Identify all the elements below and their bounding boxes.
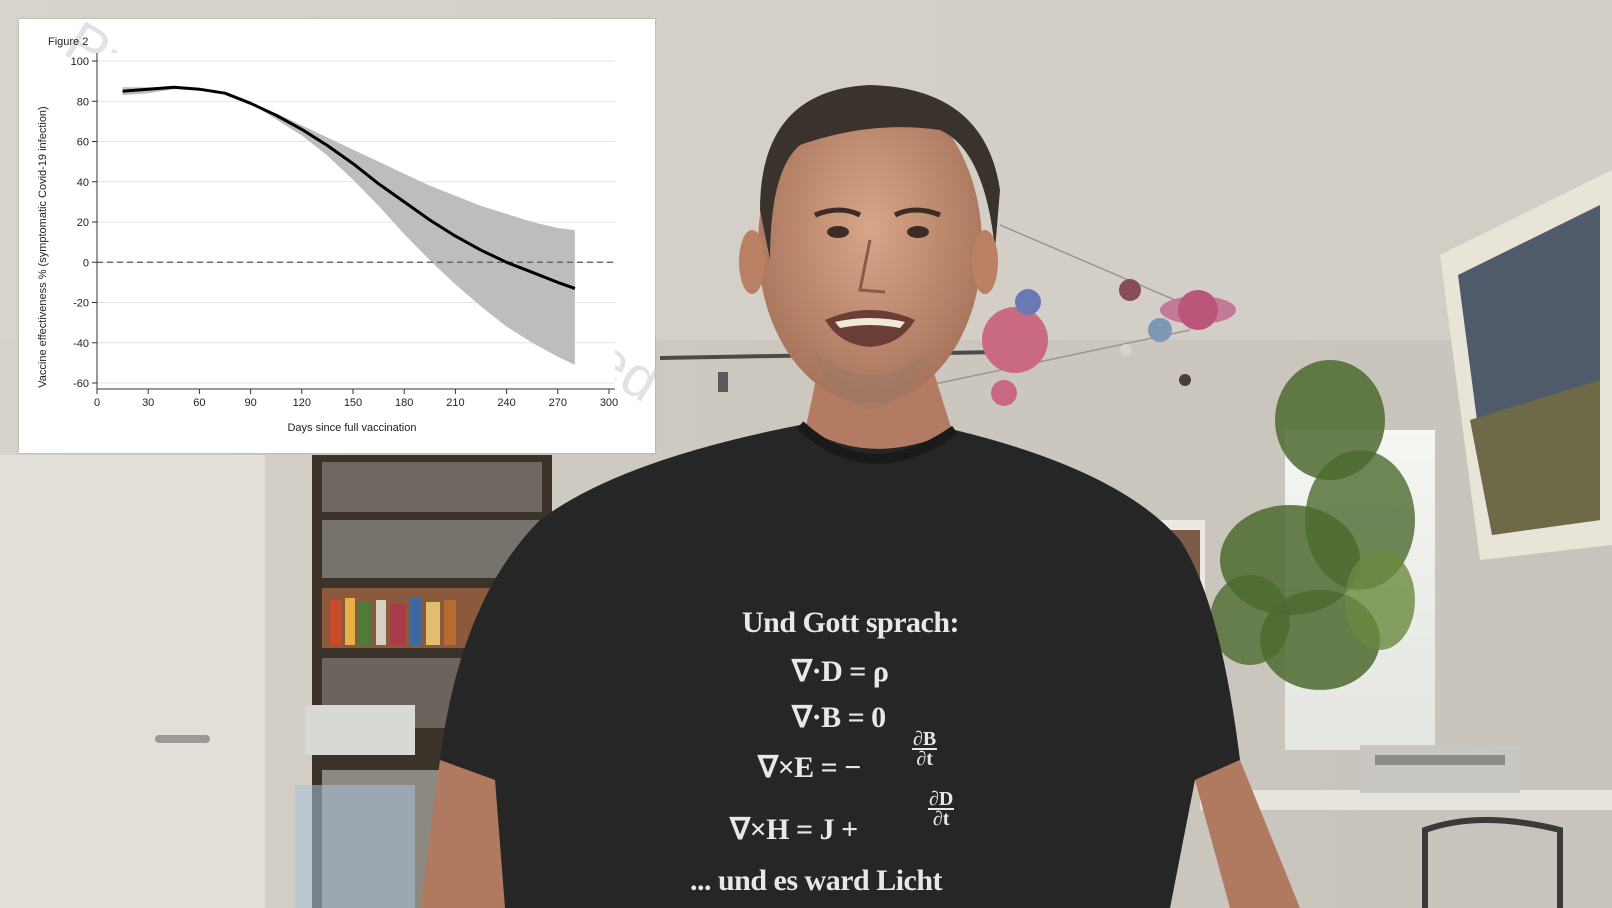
t-shirt [440,425,1240,908]
x-tick-label: 90 [244,397,256,409]
x-tick-label: 60 [193,397,205,409]
shirt-fraction-1-den: ∂t [916,748,933,770]
y-tick-label: 100 [71,56,89,68]
y-tick-label: 0 [83,257,89,269]
chart-title: Figure 2 [48,36,88,48]
x-tick-label: 150 [344,397,362,409]
painting [1440,170,1612,560]
printer [1360,745,1520,793]
planet-mobile [929,224,1236,406]
door [0,455,265,908]
x-tick-label: 120 [293,397,311,409]
desk [1200,790,1612,810]
door-handle [155,735,210,743]
y-tick-label: 40 [77,177,89,189]
chair [1422,817,1563,908]
shirt-fraction-1-num: ∂B [912,728,938,750]
y-tick-label: -20 [73,298,89,310]
shirt-line-2: ∇·D = ρ [792,655,889,688]
vaccine-effectiveness-chart: Preprint not peer reviewed 100806040200-… [37,19,655,434]
plant [1210,360,1415,690]
y-axis-label: Vaccine effectiveness % (symptomatic Cov… [37,106,49,387]
shirt-line-1: Und Gott sprach: [742,606,960,639]
shirt-line-5: ∇×H = J + [730,813,858,846]
x-tick-label: 270 [549,397,567,409]
x-tick-label: 0 [94,397,100,409]
shirt-line-3: ∇·B = 0 [792,701,886,734]
shirt-line-4: ∇×E = − [758,751,861,784]
shirt-fraction-2-den: ∂t [932,808,950,830]
x-tick-label: 180 [395,397,413,409]
shirt-fraction-2: ∂D ∂t [928,788,955,830]
y-tick-label: 80 [77,96,89,108]
y-tick-label: 20 [77,217,89,229]
shirt-fraction-2-num: ∂D [928,788,955,810]
hair [760,85,1000,260]
shirt-line-6: ... und es ward Licht [690,864,943,897]
shirt-fraction-1: ∂B ∂t [912,728,938,770]
y-tick-label: -60 [73,378,89,390]
confidence-band [122,87,575,365]
x-tick-label: 300 [600,397,618,409]
person [420,85,1300,908]
x-tick-label: 30 [142,397,154,409]
effectiveness-line [122,85,576,290]
y-tick-label: -40 [73,338,89,350]
chart-panel: Preprint not peer reviewed 100806040200-… [19,19,655,453]
x-tick-label: 240 [497,397,515,409]
x-tick-label: 210 [446,397,464,409]
x-axis-label: Days since full vaccination [287,422,416,434]
y-tick-label: 60 [77,137,89,149]
